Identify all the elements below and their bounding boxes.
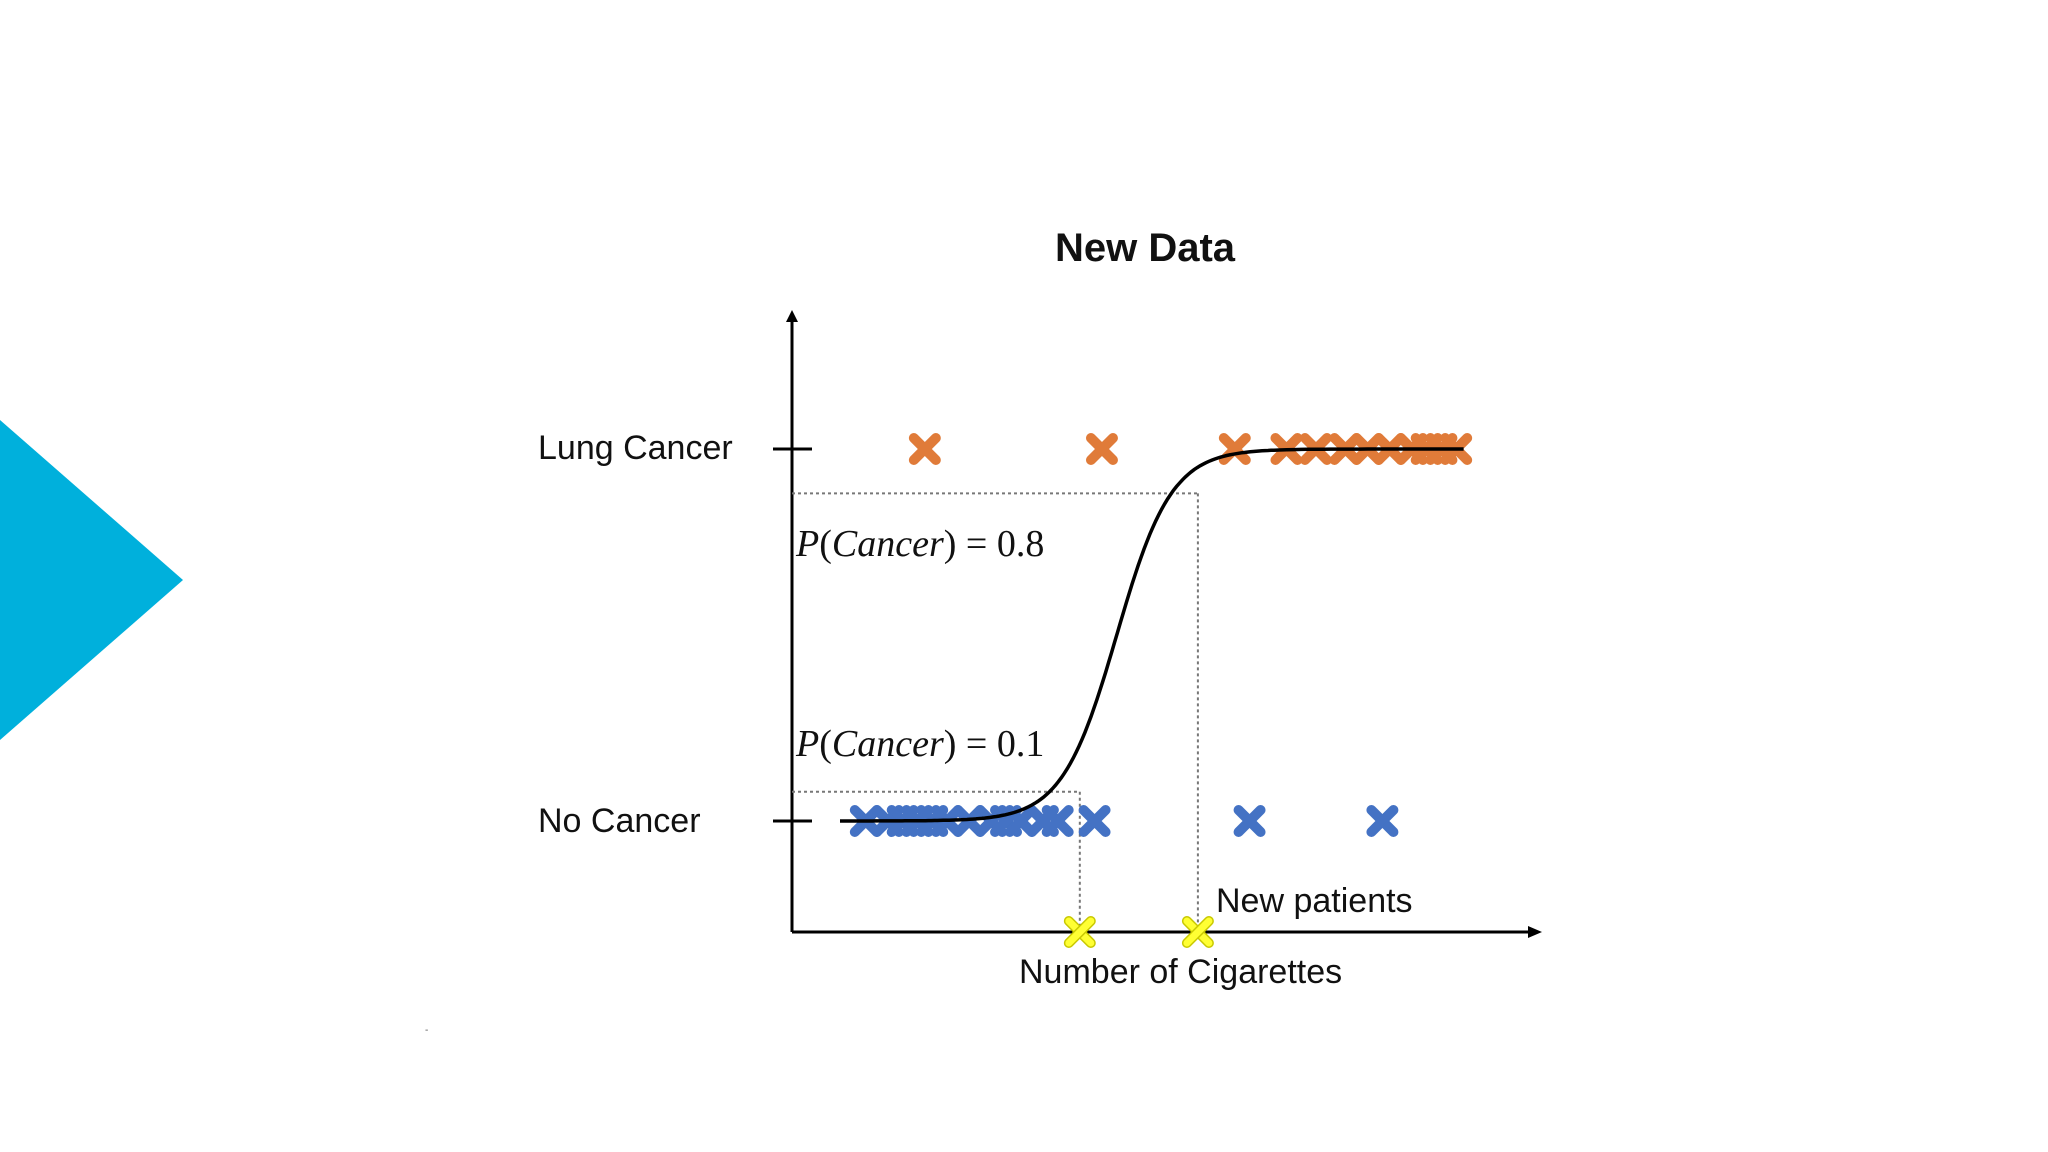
marker-lung-cancer-0 xyxy=(908,433,941,465)
marker-no-cancer-13 xyxy=(1233,805,1266,837)
y-axis-arrow xyxy=(786,310,798,322)
x-axis-label: Number of Cigarettes xyxy=(1019,953,1342,991)
probability-label-0-1: P(Cancer) = 0.1 xyxy=(795,723,1044,765)
probability-guide-lines xyxy=(792,492,1199,932)
marker-no-cancer-12 xyxy=(1078,805,1111,837)
category-label-no-cancer: No Cancer xyxy=(538,802,701,840)
category-label-lung-cancer: Lung Cancer xyxy=(538,429,733,467)
marker-new-patients-0 xyxy=(1063,916,1096,948)
decorative-triangle-shape xyxy=(0,420,183,740)
footer-mark: - xyxy=(425,1025,429,1036)
marker-no-cancer-11 xyxy=(1041,805,1074,837)
x-axis-arrow xyxy=(1528,926,1542,938)
probability-label-0-8: P(Cancer) = 0.8 xyxy=(795,523,1044,565)
marker-no-cancer-14 xyxy=(1366,805,1399,837)
marker-new-patients-1 xyxy=(1181,916,1214,948)
slide-title: New Data xyxy=(1054,226,1236,270)
new-patients-label: New patients xyxy=(1216,882,1413,920)
logistic-curve xyxy=(840,447,1464,823)
marker-lung-cancer-1 xyxy=(1085,433,1118,465)
